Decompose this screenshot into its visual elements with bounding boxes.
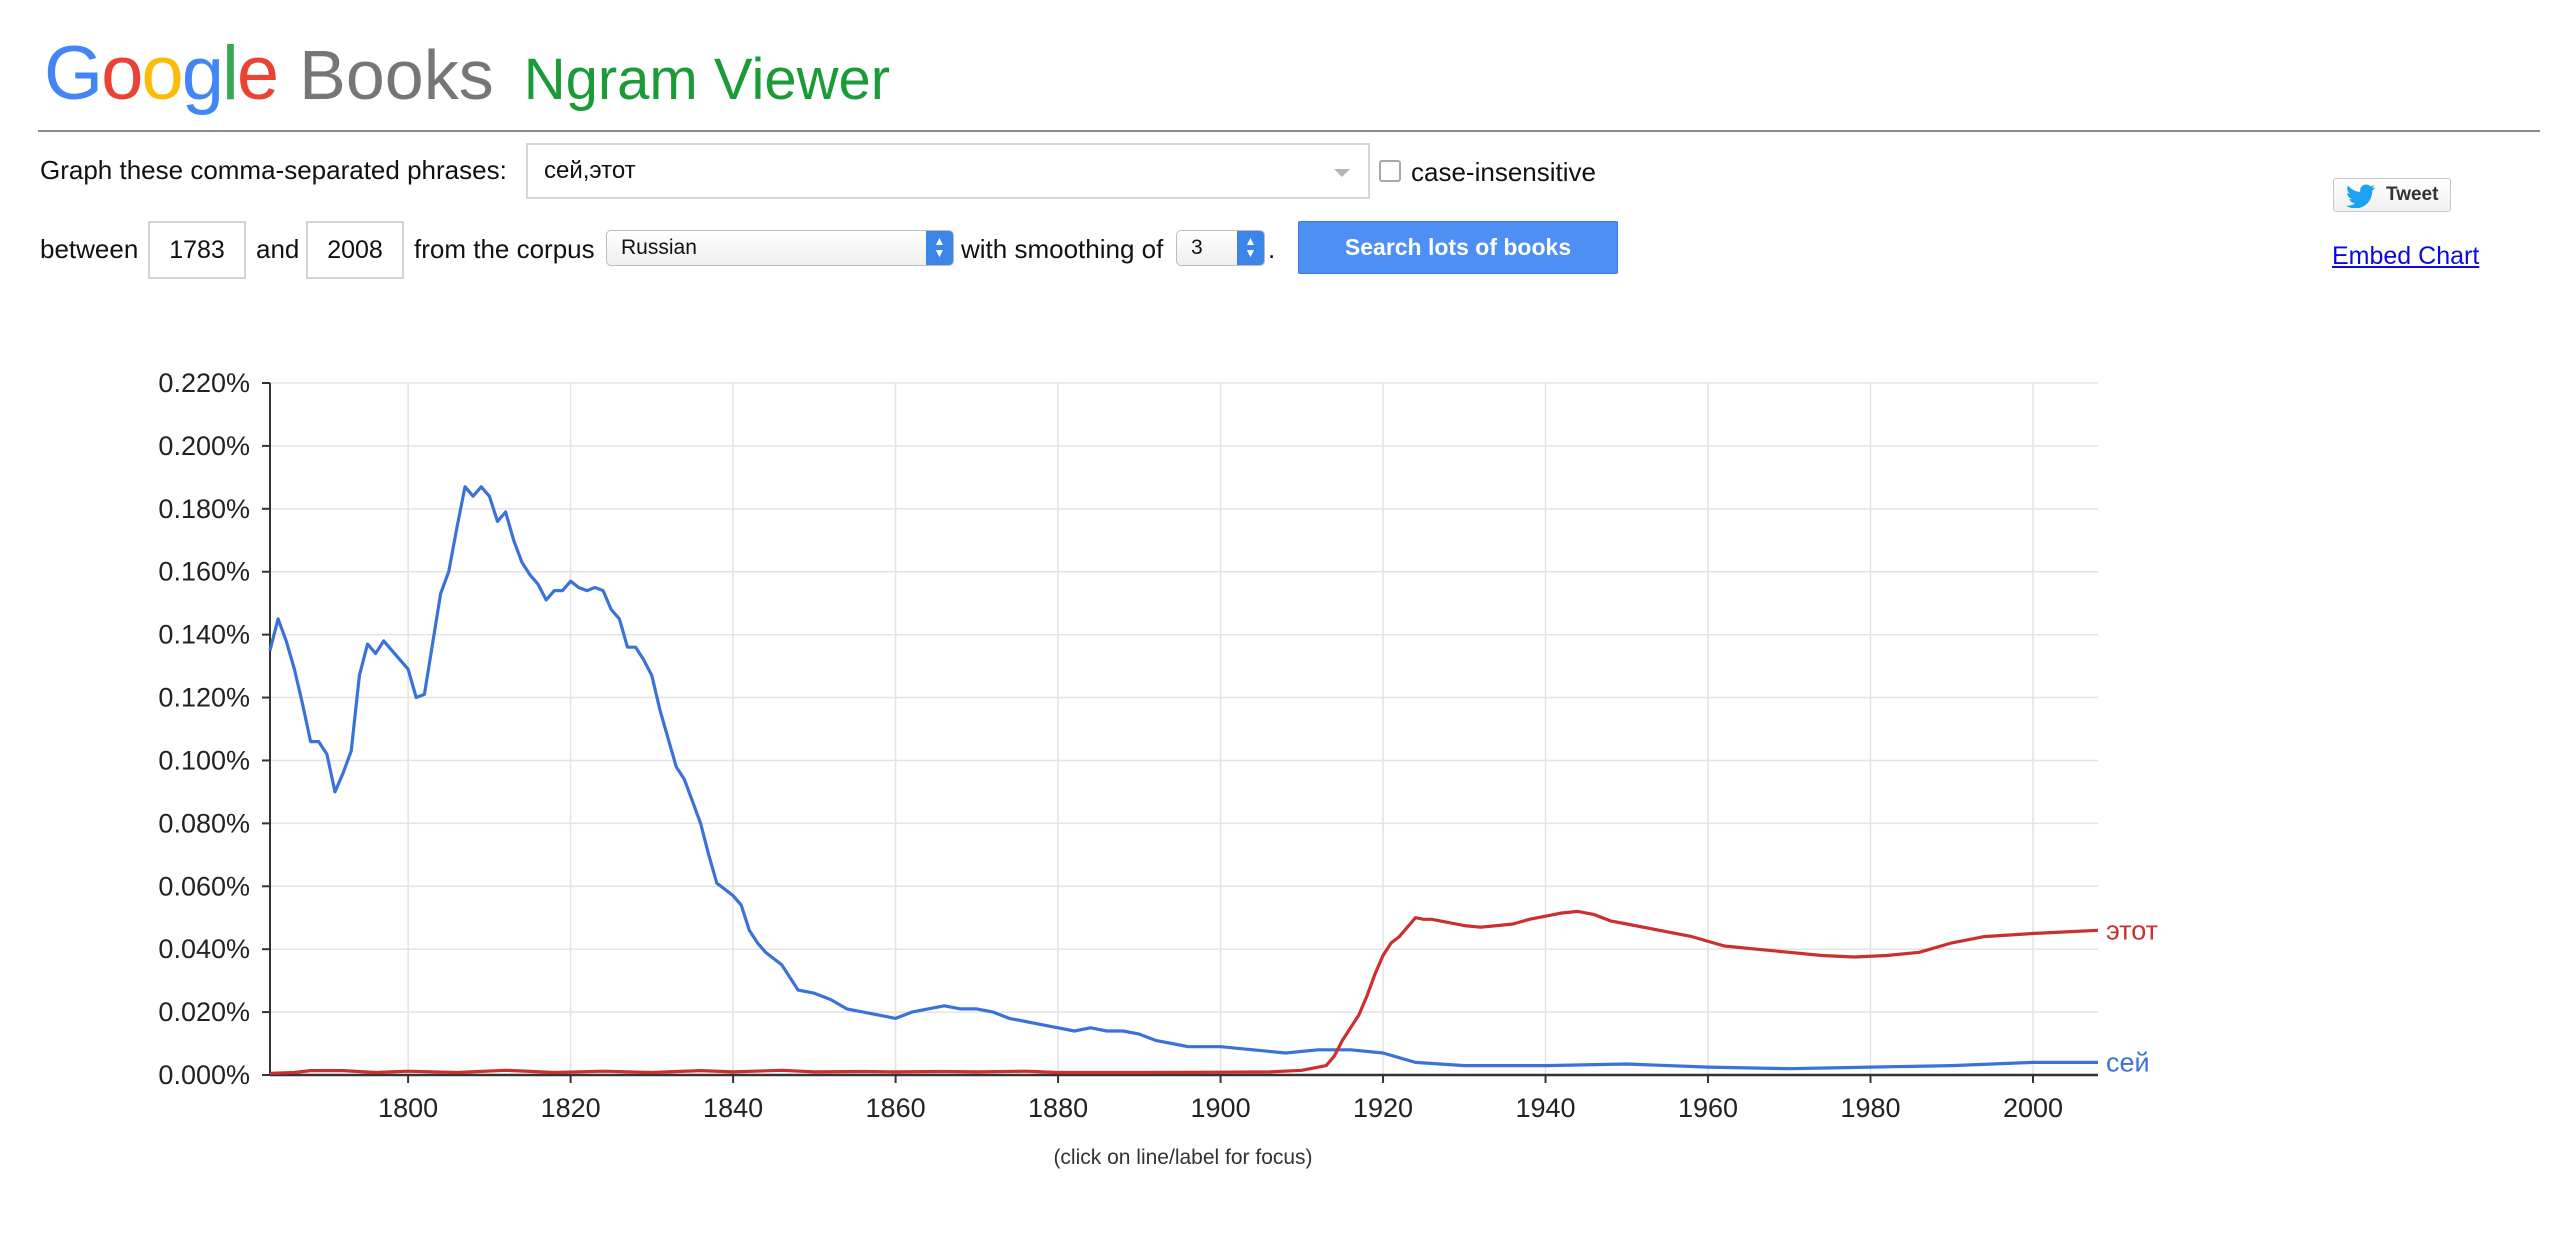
y-tick-label: 0.080% [158,808,250,838]
y-tick-label: 0.040% [158,934,250,964]
logo-letter: o [141,31,183,116]
logo-letter: g [181,31,224,116]
series-line[interactable] [269,909,2099,1075]
period-text: . [1268,234,1276,264]
smoothing-select-value: 3 [1191,236,1203,259]
corpus-select-value: Russian [621,236,697,259]
case-insensitive-label[interactable]: case-insensitive [1411,157,1596,187]
x-tick-label: 1820 [541,1093,601,1123]
smoothing-select[interactable]: 3 ▲ ▼ [1176,230,1265,266]
logo-letter: o [101,31,143,116]
end-year-input[interactable]: 2008 [306,221,404,279]
between-label: between [40,234,139,264]
chart-grid [270,382,2098,1075]
smoothing-label: with smoothing of [961,234,1164,264]
x-tick-label: 1980 [1840,1093,1900,1123]
y-tick-label: 0.220% [158,368,250,398]
series-label[interactable]: этот [2106,915,2158,945]
y-tick-label: 0.000% [158,1060,250,1090]
x-tick-label: 1860 [866,1093,926,1123]
chevron-down-icon[interactable] [1334,169,1350,177]
y-tick-label: 0.120% [158,683,250,713]
series-line[interactable] [268,485,2098,1071]
logo-letter: e [236,31,279,116]
page-title: Ngram Viewer [523,47,891,112]
y-tick-label: 0.160% [158,557,250,587]
corpus-select[interactable]: Russian ▲ ▼ [606,230,954,266]
y-tick-label: 0.200% [158,431,250,461]
y-tick-label: 0.140% [158,620,250,650]
logo-books-text: Books [299,36,494,114]
header-divider [38,130,2540,132]
twitter-bird-icon [2346,184,2376,208]
x-tick-label: 1940 [1515,1093,1575,1123]
x-tick-label: 1920 [1353,1093,1413,1123]
chart-axes: 0.000% 0.020% 0.040% 0.060% 0.080% 0.100% 0.12… [158,368,2098,1123]
corpus-label: from the corpus [414,234,595,264]
and-label: and [256,234,300,264]
x-tick-label: 1960 [1678,1093,1738,1123]
embed-chart-link[interactable]: Embed Chart [2332,242,2480,270]
chart-labels: сей этот [2106,915,2158,1077]
x-tick-label: 1840 [703,1093,763,1123]
search-button[interactable]: Search lots of books [1298,221,1618,274]
logo-google-text: Google [44,30,279,117]
y-tick-label: 0.100% [158,745,250,775]
x-tick-label: 1900 [1191,1093,1251,1123]
x-tick-label: 1800 [378,1093,438,1123]
series-label[interactable]: сей [2106,1047,2150,1077]
logo-letter: G [44,31,103,116]
select-arrows-icon: ▲ ▼ [1237,231,1264,265]
case-insensitive-checkbox[interactable] [1379,160,1401,182]
x-tick-label: 2000 [2003,1093,2063,1123]
phrases-label: Graph these comma-separated phrases: [40,155,507,185]
y-tick-label: 0.020% [158,997,250,1027]
phrases-input-value: сей,этот [544,157,636,184]
chart-hint-text: (click on line/label for focus) [1053,1146,1312,1169]
phrases-input[interactable]: сей,этот [526,143,1370,199]
chart-series[interactable] [268,485,2099,1075]
tweet-label: Tweet [2386,184,2439,205]
tweet-button[interactable]: Tweet [2333,178,2451,212]
y-tick-label: 0.060% [158,871,250,901]
google-books-logo[interactable]: Google Books Ngram Viewer [44,30,890,120]
x-tick-label: 1880 [1028,1093,1088,1123]
select-arrows-icon: ▲ ▼ [926,231,953,265]
logo-letter: l [221,31,239,116]
y-tick-label: 0.180% [158,494,250,524]
start-year-input[interactable]: 1783 [148,221,246,279]
